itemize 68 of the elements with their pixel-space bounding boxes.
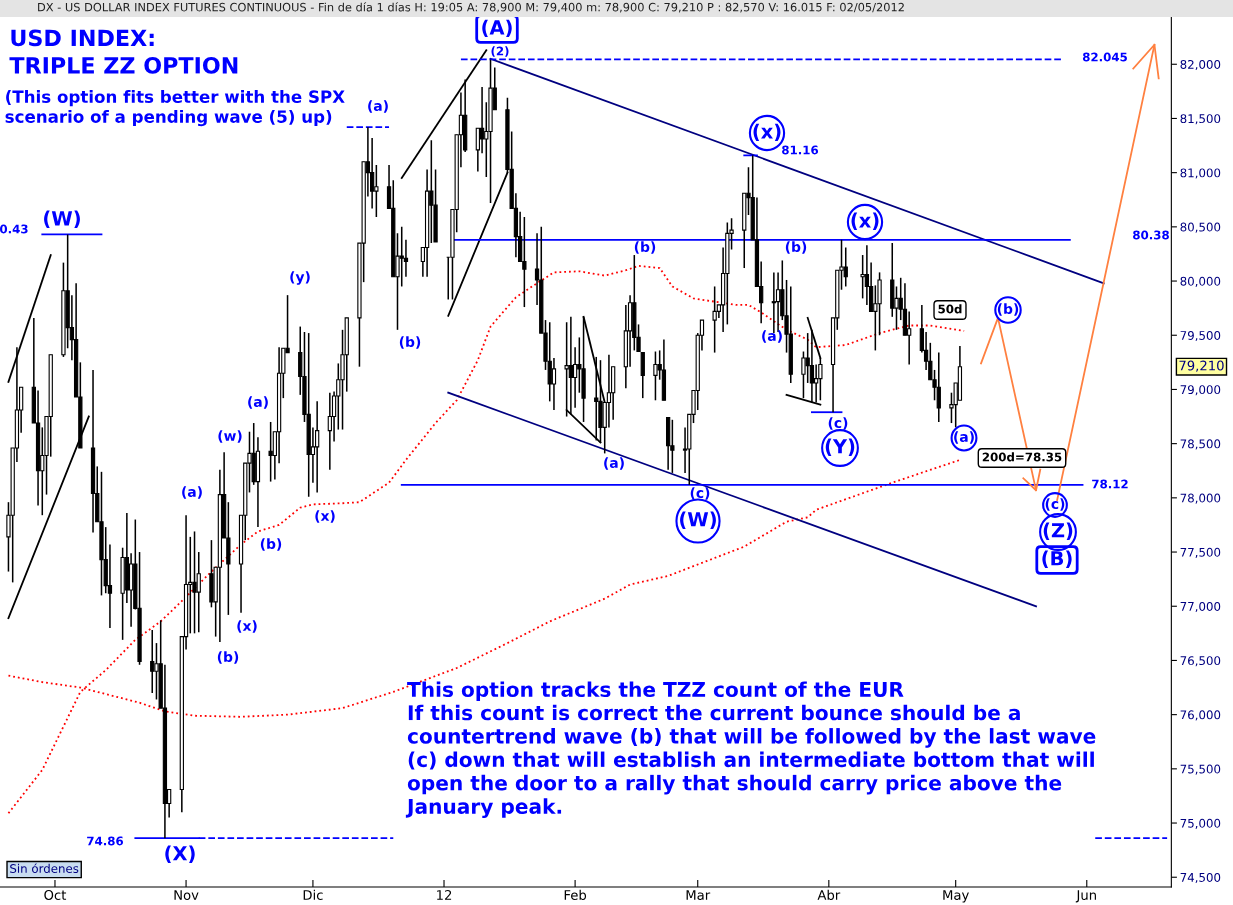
y-tick-label: 76,000 [1180, 710, 1221, 721]
annotation: 200d=78.35 [982, 452, 1062, 462]
annotation: (b) [634, 241, 656, 254]
text: USD INDEX: TRIPLE ZZ OPTION [9, 29, 238, 74]
x-tick-label: Feb [564, 889, 587, 900]
y-tick-label: 80,500 [1180, 222, 1221, 233]
annotation: 0.43 [0, 224, 28, 234]
annotation: (B) [1042, 550, 1072, 568]
y-tick-label: 75,000 [1180, 818, 1221, 829]
annotation: 50d [938, 304, 962, 314]
annotation: (X) [165, 845, 195, 863]
annotation: (c) [690, 487, 710, 500]
annotation: (b) [997, 303, 1019, 316]
annotation: (b) [260, 538, 282, 551]
y-tick-label: 77,500 [1180, 547, 1221, 558]
annotation: (A) [482, 19, 512, 37]
annotation: (a) [248, 396, 268, 409]
annotation: 78.12 [1092, 479, 1128, 489]
annotation: (W) [680, 511, 716, 529]
annotation: (c) [1045, 498, 1065, 511]
annotation: (Z) [1043, 522, 1073, 540]
annotation: 74.86 [87, 836, 124, 846]
annotation: 80.38 [1133, 230, 1169, 240]
x-tick-label: Abr [817, 889, 841, 900]
annotation: (W) [44, 210, 80, 228]
annotation: (a) [182, 486, 202, 499]
y-tick-label: 78,500 [1180, 439, 1221, 450]
y-tick-label: 79,500 [1180, 330, 1221, 342]
text: (This option fits better with the SPX scenario of a pending wave (5) up) [5, 90, 345, 127]
annotation: Sin órdenes [10, 863, 79, 873]
annotation: This option tracks the TZZ count of the EUR If this count is correct the current bounce should be a countertrend wave (b) that will be followed by the last wave (c) down that will establish an intermediate bottom that will open the door to a rally that should carry price above the January peak. [405, 681, 1096, 818]
y-tick-label: 76,500 [1180, 656, 1221, 667]
y-tick-label: 77,000 [1180, 601, 1221, 613]
y-tick-label: 81,500 [1180, 114, 1221, 125]
annotation: (a) [762, 330, 782, 343]
annotation: (x) [851, 212, 879, 230]
y-tick-label: 80,000 [1180, 276, 1221, 287]
text: 79,210 [1179, 360, 1224, 372]
annotation: 81.16 [782, 145, 819, 155]
annotation: (Y) [825, 438, 855, 456]
annotation: (y) [290, 271, 310, 285]
x-tick-label: Mar [686, 890, 711, 900]
annotation: (b) [399, 336, 421, 349]
x-tick-label: Dic [303, 889, 323, 900]
annotation: (b) [785, 241, 807, 254]
x-tick-label: Jun [1075, 890, 1096, 903]
y-tick-label: 82,000 [1180, 59, 1221, 71]
annotation: (a) [604, 457, 624, 470]
x-tick-label: May [943, 890, 969, 903]
y-tick-label: 79,000 [1180, 385, 1221, 396]
x-tick-label: 12 [437, 890, 452, 900]
annotation: (w) [218, 430, 242, 443]
annotation: (x) [237, 620, 257, 633]
y-tick-label: 81,000 [1180, 168, 1221, 179]
annotation: (a) [954, 431, 974, 444]
annotation: (x) [753, 123, 781, 141]
text: DX - US DOLLAR INDEX FUTURES CONTINUOUS - Fin de día 1 días H: 19:05 A: 78,900 M: 79,400 m: 78,900 C: 79,210 P : 82,570 V: 16.015 F: 02/05/2012 [38, 2, 904, 13]
annotation: (2) [491, 46, 509, 57]
x-tick-label: Oct [44, 890, 67, 900]
y-tick-label: 75,500 [1180, 764, 1221, 775]
y-tick-label: 78,000 [1180, 493, 1221, 504]
annotation: 82.045 [1082, 52, 1127, 62]
annotation: (a) [368, 100, 388, 113]
x-tick-label: Nov [174, 890, 199, 900]
annotation: (x) [315, 510, 335, 523]
annotation: (c) [828, 417, 848, 430]
annotation: (b) [217, 651, 239, 664]
y-tick-label: 74,500 [1180, 872, 1221, 884]
